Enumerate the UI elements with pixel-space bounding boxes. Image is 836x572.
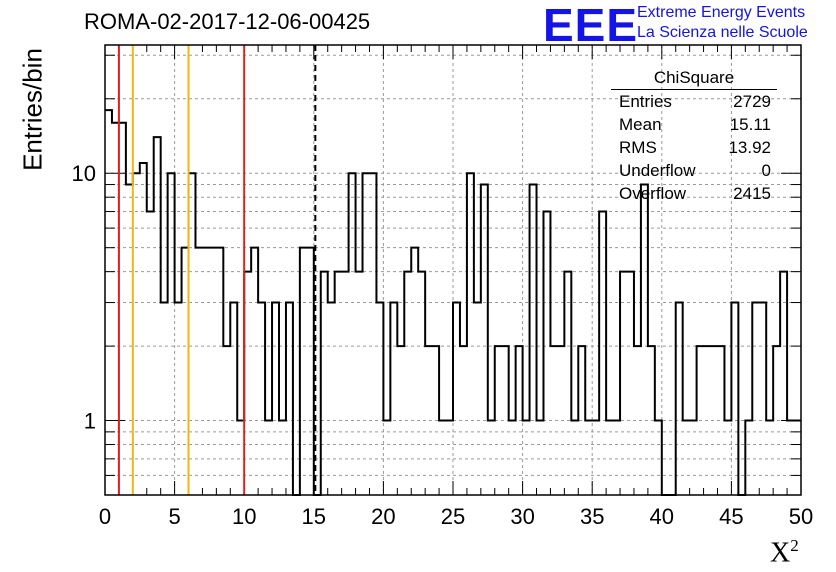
x-axis-label: X2 [770, 536, 799, 569]
x-tick-label: 40 [650, 504, 674, 529]
stats-title: ChiSquare [611, 68, 777, 90]
x-tick-label: 35 [580, 504, 604, 529]
y-tick-label: 1 [84, 409, 96, 434]
stats-row: RMS 13.92 [619, 138, 771, 157]
x-tick-label: 25 [441, 504, 465, 529]
stats-row: Underflow 0 [619, 161, 771, 180]
stats-row: Entries 2729 [619, 92, 771, 111]
x-tick-label: 45 [719, 504, 743, 529]
x-tick-label: 30 [510, 504, 534, 529]
y-tick-label: 10 [72, 161, 96, 186]
histogram-step-line [105, 109, 801, 496]
x-tick-label: 20 [371, 504, 395, 529]
plot-frame [104, 44, 802, 496]
chart-title: ROMA-02-2017-12-06-00425 [84, 9, 371, 34]
stats-row: Mean 15.11 [619, 115, 771, 134]
logo-tagline-2: La Scienza nelle Scuole [637, 24, 808, 41]
reference-lines [117, 45, 317, 495]
tick-labels: 0 5 10 15 20 25 30 35 40 45 50 1 10 [72, 161, 814, 529]
stats-box: ChiSquare Entries 2729 Mean 15.11 RMS 13.92… [611, 68, 777, 207]
x-tick-label: 0 [99, 504, 111, 529]
x-tick-label: 50 [789, 504, 813, 529]
stats-row: Overflow 2415 [619, 184, 771, 203]
x-tick-label: 5 [168, 504, 180, 529]
y-axis-label: Entries/bin [17, 48, 48, 171]
x-tick-label: 10 [232, 504, 256, 529]
logo-tagline-1: Extreme Energy Events [637, 4, 806, 21]
eee-logo: EEE [543, 0, 639, 51]
x-tick-label: 15 [302, 504, 326, 529]
